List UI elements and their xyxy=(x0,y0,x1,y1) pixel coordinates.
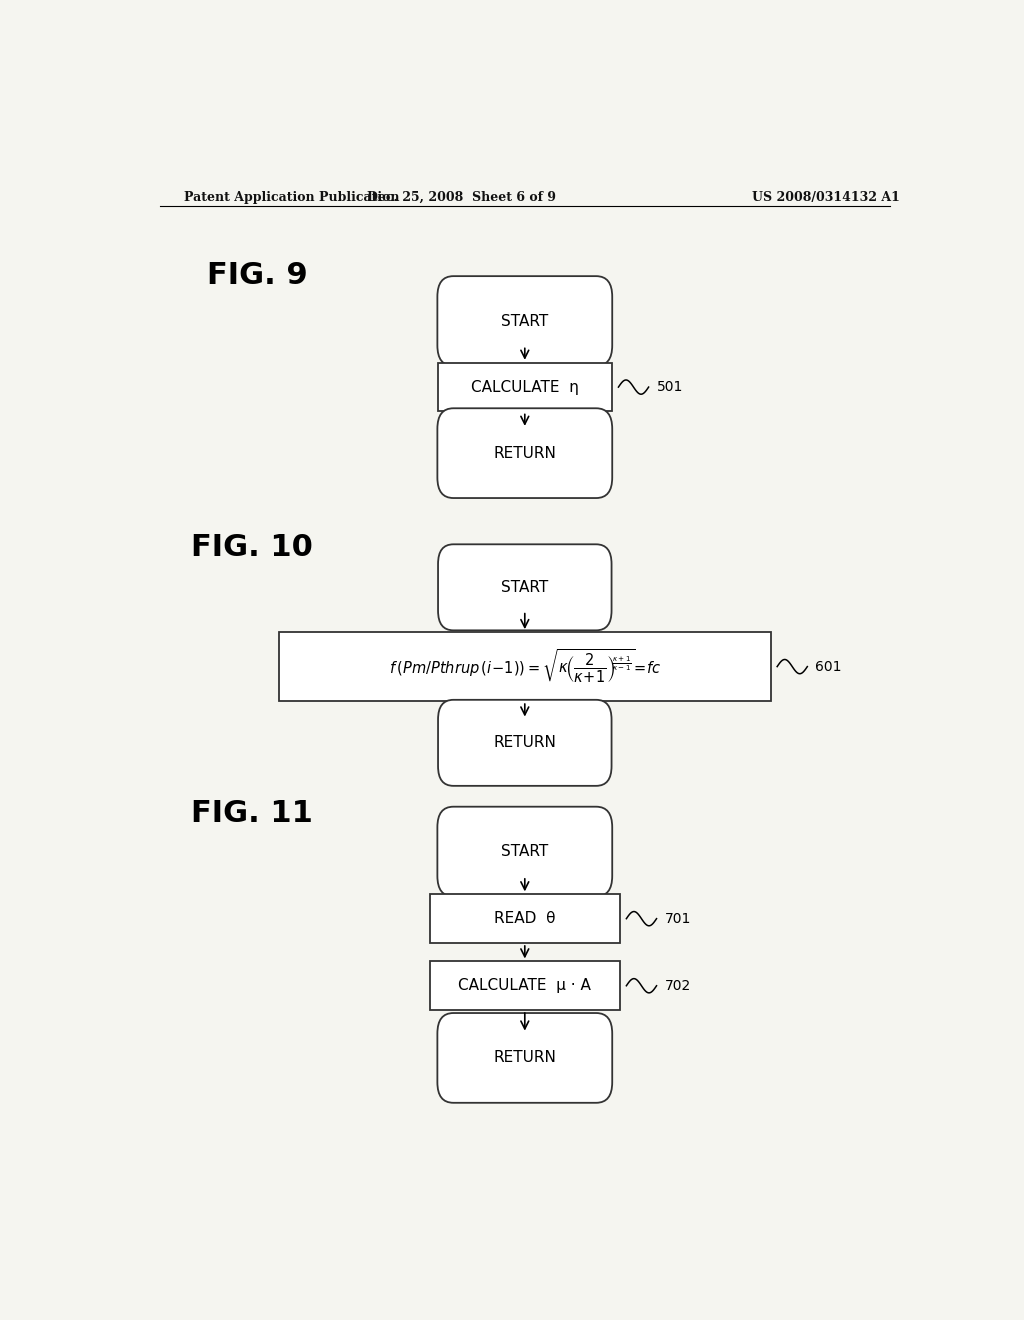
Text: CALCULATE  η: CALCULATE η xyxy=(471,380,579,395)
Text: 701: 701 xyxy=(665,912,691,925)
Text: RETURN: RETURN xyxy=(494,735,556,750)
FancyBboxPatch shape xyxy=(437,1012,612,1102)
FancyBboxPatch shape xyxy=(438,544,611,631)
FancyBboxPatch shape xyxy=(437,807,612,896)
Bar xyxy=(430,894,621,942)
Text: START: START xyxy=(501,843,549,859)
Bar xyxy=(279,632,771,701)
Text: RETURN: RETURN xyxy=(494,1051,556,1065)
Text: 702: 702 xyxy=(665,978,691,993)
Text: CALCULATE  μ · A: CALCULATE μ · A xyxy=(459,978,591,993)
Text: FIG. 11: FIG. 11 xyxy=(191,800,313,829)
Bar xyxy=(430,961,621,1010)
FancyBboxPatch shape xyxy=(437,276,612,366)
Text: 601: 601 xyxy=(815,660,842,673)
Text: START: START xyxy=(501,579,549,595)
Text: FIG. 10: FIG. 10 xyxy=(191,533,313,562)
Text: READ  θ: READ θ xyxy=(494,911,556,927)
Text: Dec. 25, 2008  Sheet 6 of 9: Dec. 25, 2008 Sheet 6 of 9 xyxy=(367,190,556,203)
FancyBboxPatch shape xyxy=(437,408,612,498)
Text: $f\,(Pm/Pthrup\,(i\!-\!1)) = \sqrt{\kappa\!\left(\dfrac{2}{\kappa\!+\!1}\right)^: $f\,(Pm/Pthrup\,(i\!-\!1)) = \sqrt{\kapp… xyxy=(389,648,660,685)
Bar xyxy=(437,363,612,412)
Text: START: START xyxy=(501,314,549,329)
Text: Patent Application Publication: Patent Application Publication xyxy=(183,190,399,203)
Text: US 2008/0314132 A1: US 2008/0314132 A1 xyxy=(753,190,900,203)
Text: 501: 501 xyxy=(656,380,683,395)
Text: RETURN: RETURN xyxy=(494,446,556,461)
FancyBboxPatch shape xyxy=(438,700,611,785)
Text: FIG. 9: FIG. 9 xyxy=(207,261,308,290)
